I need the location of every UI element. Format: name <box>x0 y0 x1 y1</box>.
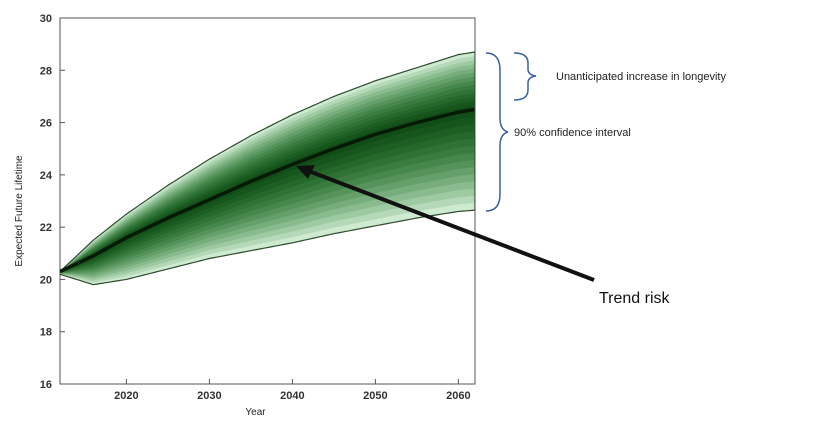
confidence-brace <box>485 52 509 212</box>
lower-bound-line <box>60 209 475 286</box>
unanticipated-brace <box>513 52 537 101</box>
x-axis-label: Year <box>245 407 266 418</box>
fan-band-level-1 <box>60 105 475 272</box>
x-tick-label-2060: 2060 <box>446 390 470 402</box>
axes: 16 18 20 22 24 26 28 30 2020 2030 2040 2050 2060 Year… <box>14 13 471 418</box>
x-tick-label-2020: 2020 <box>114 390 138 402</box>
trend-risk-arrow-line <box>305 168 595 282</box>
y-tick-label-30: 30 <box>40 13 52 25</box>
upper-bound-line <box>60 51 475 273</box>
x-tick-label-2030: 2030 <box>197 390 221 402</box>
annotations: Unanticipated increase in longevity 90% … <box>296 52 726 307</box>
median-line <box>60 107 475 274</box>
y-tick-label-22: 22 <box>40 222 52 234</box>
fan-band-level-2 <box>60 101 475 272</box>
y-tick-label-16: 16 <box>40 379 52 391</box>
y-tick-label-26: 26 <box>40 118 52 130</box>
y-tick-label-20: 20 <box>40 274 52 286</box>
x-tick-label-2050: 2050 <box>363 390 387 402</box>
y-tick-label-28: 28 <box>40 65 52 77</box>
y-tick-label-24: 24 <box>40 170 53 182</box>
fan-band-layer <box>60 51 475 286</box>
x-tick-label-2040: 2040 <box>280 390 304 402</box>
trend-risk-label: Trend risk <box>599 290 671 307</box>
y-axis-label: Expected Future Lifetime <box>14 155 25 267</box>
y-tick-label-18: 18 <box>40 327 52 339</box>
trend-risk-arrowhead <box>296 165 315 179</box>
confidence-label: 90% confidence interval <box>514 127 631 139</box>
unanticipated-label: Unanticipated increase in longevity <box>556 71 726 83</box>
